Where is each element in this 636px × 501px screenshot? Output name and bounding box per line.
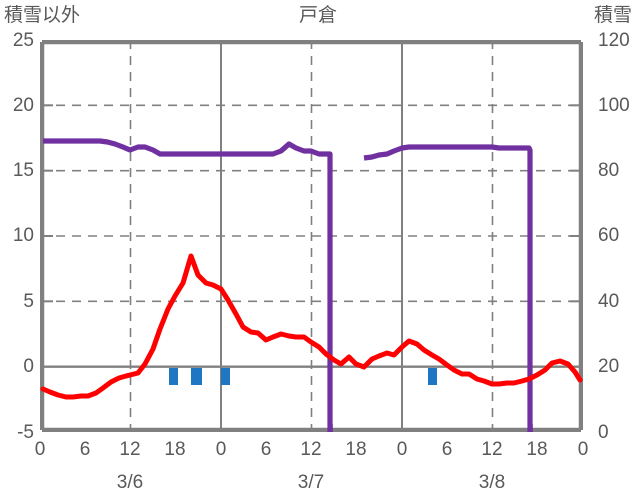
- left-axis-unit-label: 積雪以外: [4, 5, 81, 26]
- x-axis-tick-8: 0: [396, 439, 408, 460]
- temperature-line: [40, 253, 583, 400]
- left-axis-tick-15: 15: [12, 160, 34, 181]
- snow-depth-line-segment-2: [363, 144, 533, 432]
- day-label-2: 3/8: [478, 472, 506, 493]
- x-axis-tick-9: 6: [441, 439, 453, 460]
- right-axis-tick-100: 100: [598, 95, 630, 116]
- left-axis-tick-10: 10: [12, 225, 34, 246]
- x-axis-tick-11: 18: [526, 439, 548, 460]
- snow-depth-line-segment-1: [43, 138, 333, 432]
- right-axis-tick-80: 80: [598, 160, 620, 181]
- precip-bar: [221, 368, 230, 385]
- x-axis-tick-7: 18: [345, 439, 367, 460]
- x-axis-tick-10: 12: [481, 439, 503, 460]
- x-axis-tick-3: 18: [164, 439, 186, 460]
- left-axis-tick-5: 5: [23, 291, 34, 312]
- left-axis-tick-25: 25: [12, 30, 34, 51]
- left-axis-tick-0: 0: [23, 356, 34, 377]
- day-label-1: 3/7: [297, 472, 325, 493]
- x-axis-tick-6: 12: [300, 439, 322, 460]
- x-axis-tick-1: 6: [79, 439, 91, 460]
- x-axis-tick-12: 0: [577, 439, 589, 460]
- plot-area: [40, 40, 583, 432]
- x-axis-tick-0: 0: [34, 439, 46, 460]
- chart-title: 戸倉: [298, 5, 337, 26]
- right-axis-tick-20: 20: [598, 356, 620, 377]
- precipitation-bars: [169, 368, 437, 385]
- right-axis-tick-120: 120: [598, 30, 630, 51]
- right-axis-unit-label: 積雪: [593, 5, 632, 26]
- snow-depth-drop-markers: [327, 424, 533, 432]
- precip-bar: [428, 368, 437, 385]
- precip-bar: [191, 368, 202, 385]
- x-axis-tick-5: 6: [260, 439, 272, 460]
- right-axis-tick-40: 40: [598, 291, 620, 312]
- left-axis-tick-neg5: -5: [17, 422, 34, 443]
- precip-bar: [169, 368, 178, 385]
- left-axis-tick-20: 20: [12, 95, 34, 116]
- right-axis-tick-0: 0: [598, 422, 609, 443]
- right-axis-tick-60: 60: [598, 225, 620, 246]
- day-label-0: 3/6: [116, 472, 144, 493]
- axis-tickmarks: [42, 104, 581, 303]
- x-axis-tick-4: 0: [215, 439, 227, 460]
- x-axis-tick-2: 12: [119, 439, 141, 460]
